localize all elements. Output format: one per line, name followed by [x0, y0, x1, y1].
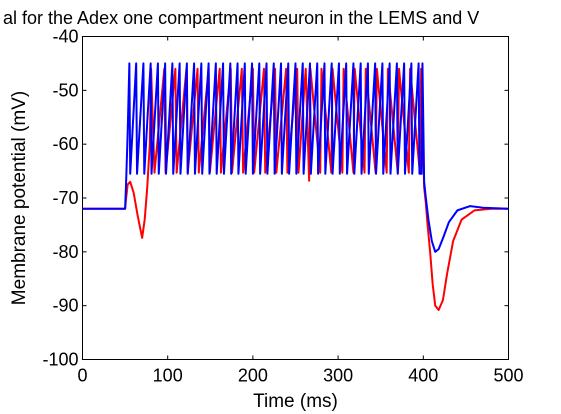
y-tick-label: -50: [52, 80, 78, 100]
x-tick-label: 0: [77, 366, 87, 386]
x-tick-label: 300: [323, 366, 353, 386]
y-axis-label: Membrane potential (mV): [9, 91, 30, 305]
y-tick-label: -40: [52, 27, 78, 47]
y-tick-label: -100: [42, 350, 78, 370]
tick-layer: 0 100 200 300 400 500 -40 -50 -60 -70 -80 -90 -100: [42, 27, 523, 386]
x-tick-label: 500: [493, 366, 523, 386]
series-line-2: [82, 62, 509, 253]
y-tick-label: -90: [52, 296, 78, 316]
y-tick-label: -70: [52, 188, 78, 208]
x-tick-label: 200: [238, 366, 268, 386]
x-tick-label: 100: [153, 366, 183, 386]
x-tick-label: 400: [408, 366, 438, 386]
chart-title: al for the Adex one compartment neuron i…: [3, 8, 479, 28]
y-tick-label: -80: [52, 242, 78, 262]
x-axis-label: Time (ms): [253, 391, 338, 412]
y-tick-label: -60: [52, 134, 78, 154]
series-layer: [82, 62, 509, 311]
